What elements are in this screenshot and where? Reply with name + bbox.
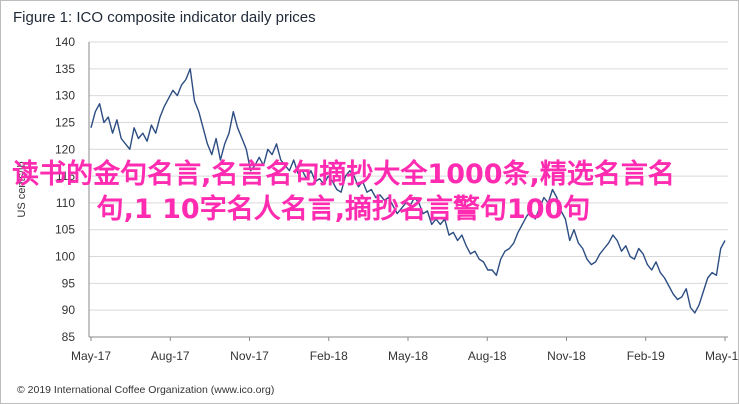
x-tick-label: May-19 (705, 349, 738, 363)
x-tick-label: Nov-18 (547, 349, 586, 363)
series-line (90, 68, 726, 314)
y-tick-label: 140 (55, 35, 75, 49)
x-tick-label: Feb-18 (310, 349, 348, 363)
y-tick-label: 130 (55, 89, 75, 103)
y-tick-label: 135 (55, 62, 75, 76)
y-tick-label: 105 (55, 223, 75, 237)
x-tick-label: May-18 (388, 349, 428, 363)
x-tick-label: Aug-17 (151, 349, 190, 363)
x-tick-label: Feb-19 (627, 349, 665, 363)
y-tick-label: 90 (62, 303, 76, 317)
x-tick-label: Nov-17 (230, 349, 269, 363)
watermark-overlay-text: 读书的金句名言,名言名句摘抄大全1000条,精选名言名句,1 10字名人名言,摘… (12, 159, 675, 225)
y-tick-label: 110 (56, 196, 75, 210)
y-tick-label: 120 (55, 142, 75, 156)
y-axis-title: US cents/lb (16, 161, 28, 217)
y-tick-label: 85 (62, 330, 76, 344)
y-tick-label: 125 (55, 115, 75, 129)
x-tick-label: Aug-18 (468, 349, 507, 363)
y-tick-label: 100 (55, 250, 75, 264)
source-note: © 2019 International Coffee Organization… (17, 384, 275, 396)
x-tick-label: May-17 (71, 349, 111, 363)
y-tick-label: 115 (56, 169, 75, 183)
y-tick-label: 95 (62, 276, 76, 290)
chart-title: Figure 1: ICO composite indicator daily … (13, 9, 316, 26)
